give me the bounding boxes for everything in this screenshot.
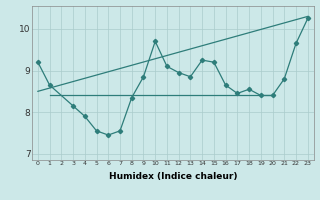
X-axis label: Humidex (Indice chaleur): Humidex (Indice chaleur) (108, 172, 237, 181)
